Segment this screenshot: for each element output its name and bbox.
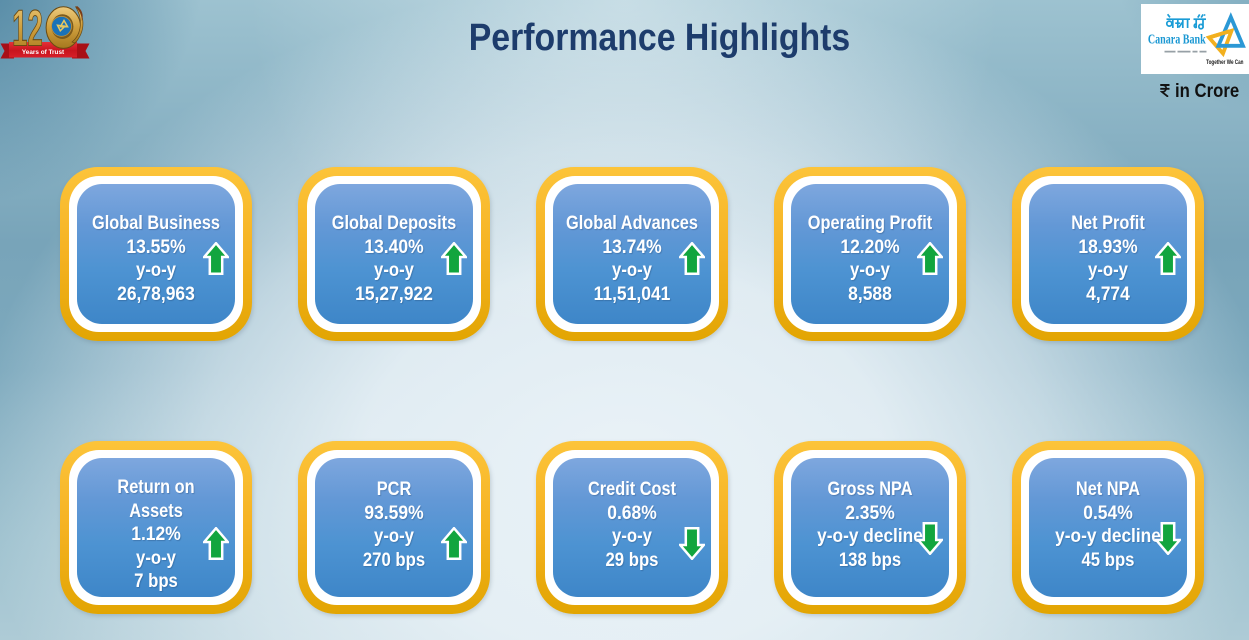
svg-text:Years of Trust: Years of Trust xyxy=(22,49,65,56)
svg-text:Together We Can: Together We Can xyxy=(1206,60,1244,67)
svg-text:Canara Bank: Canara Bank xyxy=(1148,31,1206,47)
svg-text:12: 12 xyxy=(12,4,43,57)
